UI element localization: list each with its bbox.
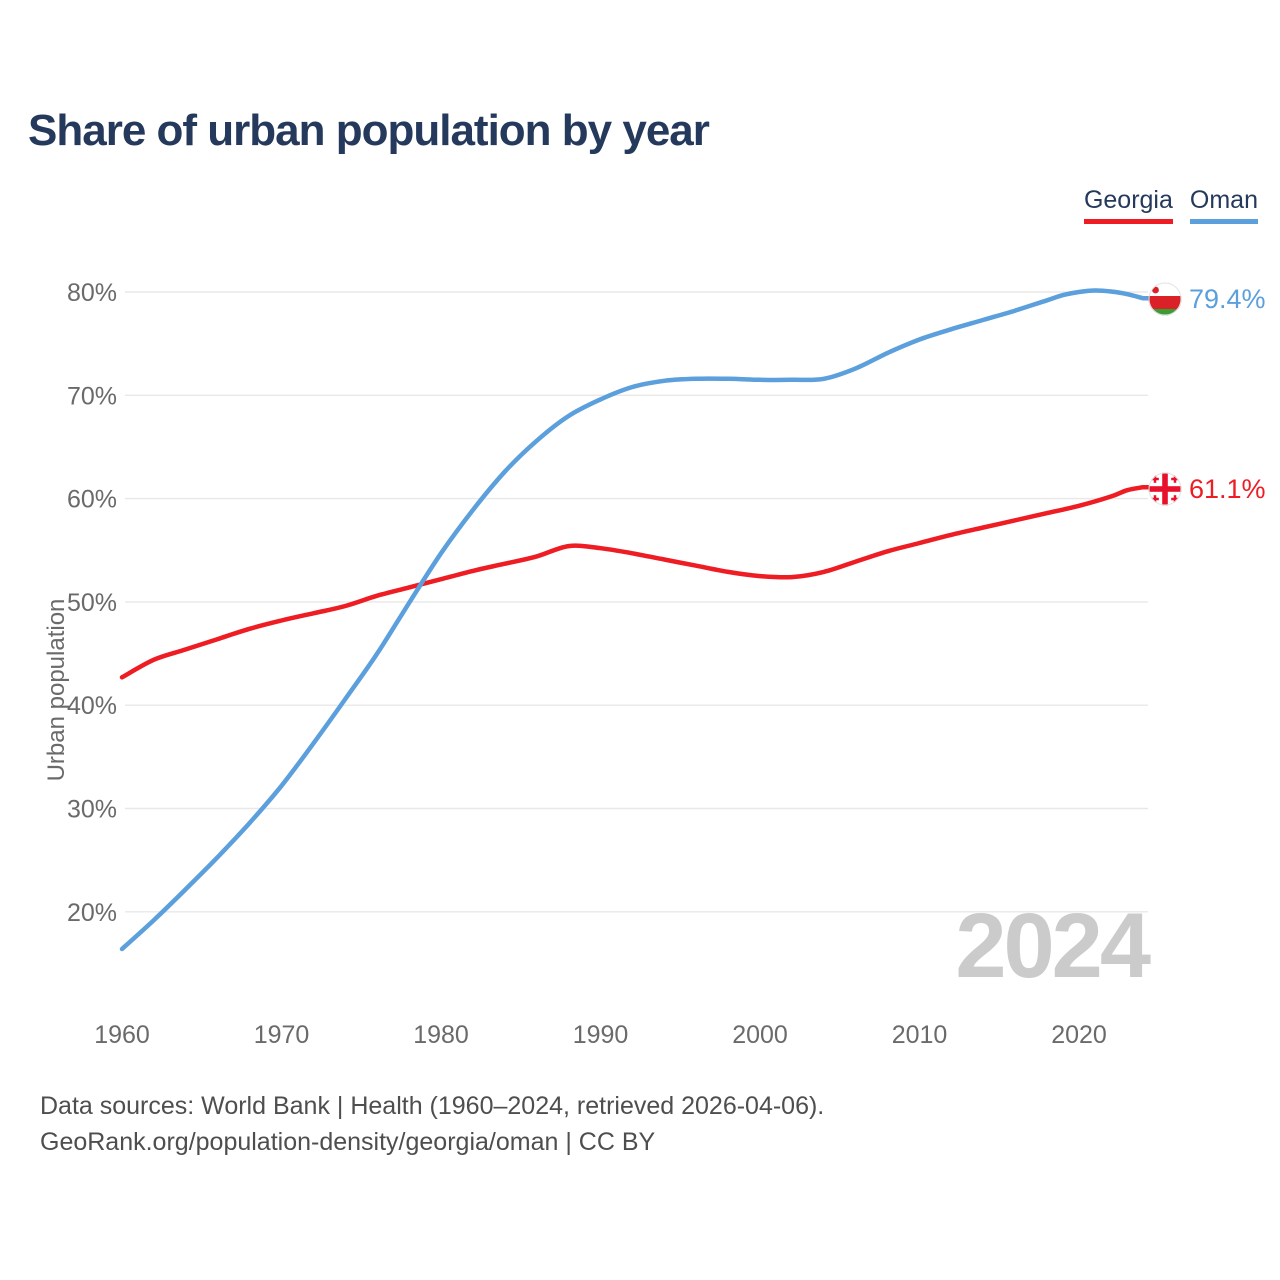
oman-end-value: 79.4% — [1189, 284, 1266, 314]
y-tick-label: 80% — [67, 279, 117, 307]
y-tick-label: 40% — [67, 692, 117, 720]
legend-label-georgia: Georgia — [1083, 186, 1173, 214]
georgia-flag-icon — [1148, 472, 1182, 506]
georgia-line[interactable] — [119, 484, 1155, 680]
x-tick-label: 2020 — [1051, 1021, 1107, 1049]
x-tick-label: 2000 — [732, 1021, 788, 1049]
y-tick-label: 20% — [67, 899, 117, 927]
data-sources-line-1: Data sources: World Bank | Health (1960–… — [40, 1092, 825, 1120]
oman-line[interactable] — [119, 288, 1155, 952]
y-tick-label: 70% — [67, 382, 117, 410]
legend: Georgia Oman — [1083, 186, 1258, 224]
legend-label-oman: Oman — [1189, 186, 1258, 214]
legend-item-oman[interactable]: Oman — [1189, 186, 1258, 224]
x-tick-label: 1960 — [94, 1021, 150, 1049]
x-tick-label: 1970 — [254, 1021, 310, 1049]
data-sources-note: Data sources: World Bank | Health (1960–… — [40, 1088, 824, 1160]
y-tick-label: 60% — [67, 486, 117, 514]
data-sources-line-2: GeoRank.org/population-density/georgia/o… — [40, 1128, 656, 1156]
oman-flag-icon — [1148, 282, 1182, 316]
y-tick-label: 50% — [67, 589, 117, 617]
y-axis-title: Urban population — [43, 598, 70, 782]
x-tick-label: 1980 — [413, 1021, 469, 1049]
y-tick-label: 30% — [67, 796, 117, 824]
georgia-end-value: 61.1% — [1189, 474, 1266, 504]
x-tick-label: 2010 — [892, 1021, 948, 1049]
watermark-year: 2024 — [955, 895, 1150, 997]
legend-item-georgia[interactable]: Georgia — [1083, 186, 1173, 224]
x-tick-label: 1990 — [573, 1021, 629, 1049]
page-title: Share of urban population by year — [28, 106, 710, 155]
